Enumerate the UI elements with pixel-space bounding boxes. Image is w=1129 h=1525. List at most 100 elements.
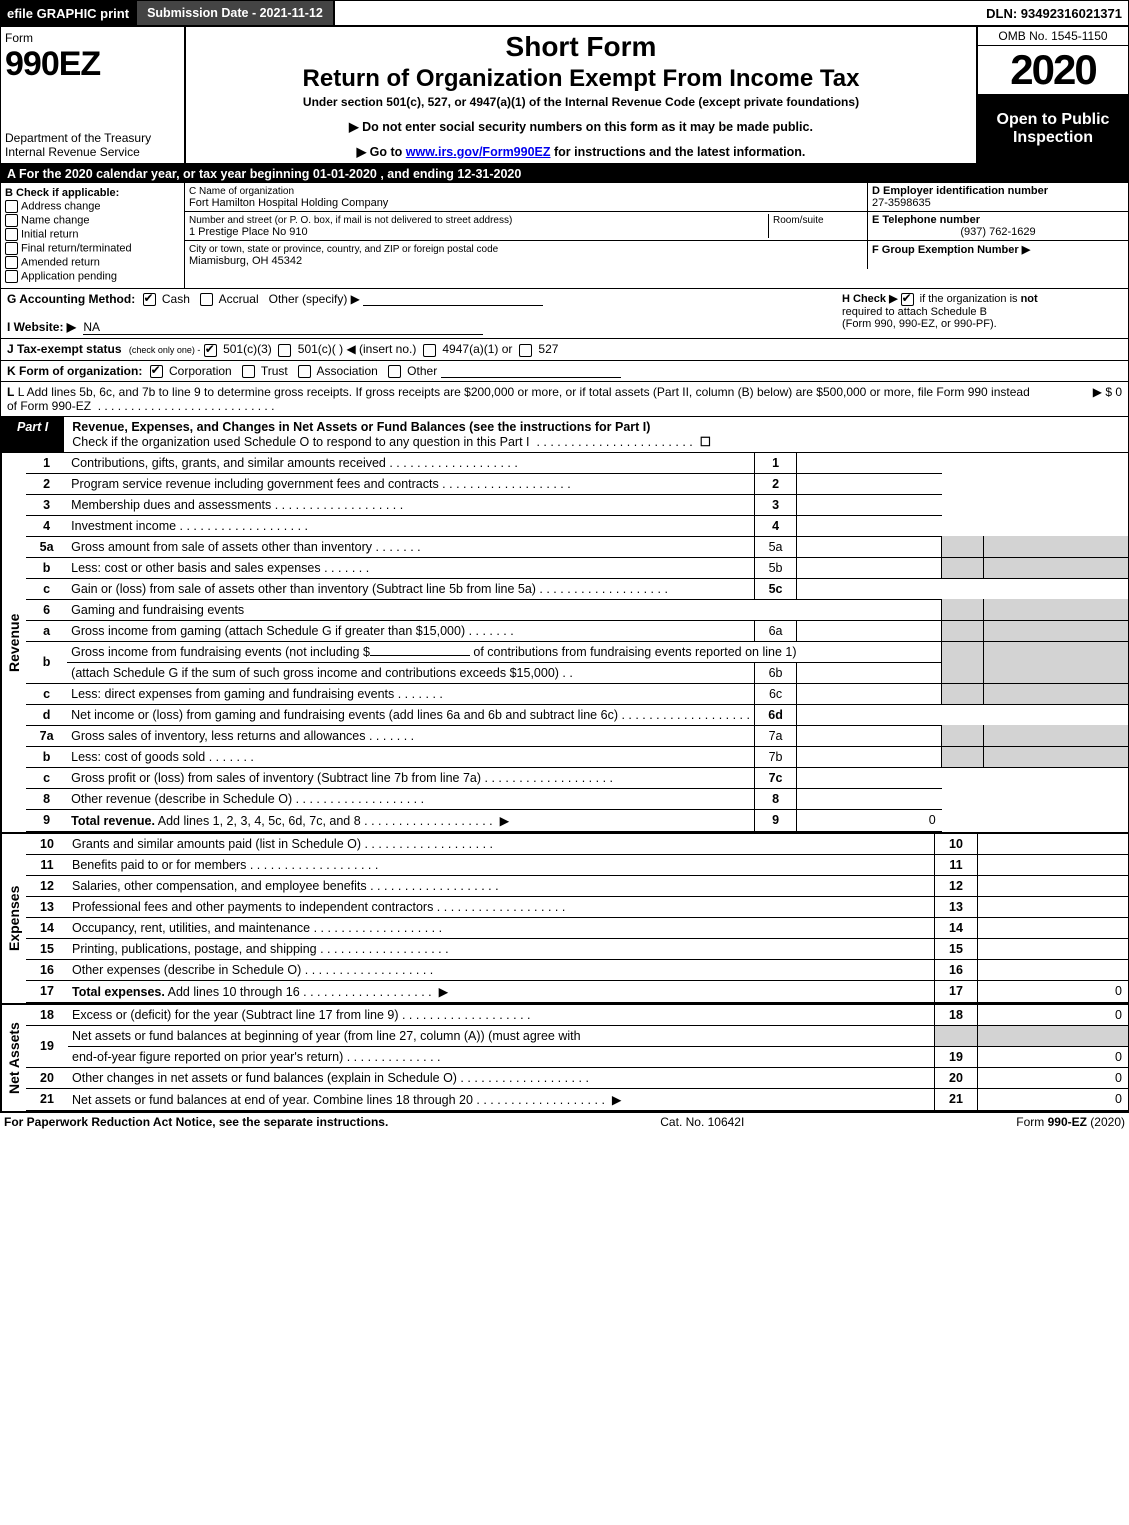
checkbox-icon[interactable] [5, 228, 18, 241]
form-line: 17 Total expenses. Add lines 10 through … [26, 980, 1128, 1002]
k-assoc-checkbox[interactable] [298, 365, 311, 378]
block-b-item[interactable]: Amended return [5, 256, 180, 269]
line-number: 7a [26, 725, 67, 746]
mini-value [797, 557, 942, 578]
row-l: L L Add lines 5b, 6c, and 7b to line 9 t… [0, 382, 1129, 417]
line-box: 9 [754, 809, 796, 831]
k-other-field[interactable] [441, 365, 621, 378]
k-corp: Corporation [169, 364, 232, 378]
checkbox-icon[interactable] [5, 256, 18, 269]
line-number: 3 [26, 494, 67, 515]
line-box-shade [942, 683, 984, 704]
form-line: 14 Occupancy, rent, utilities, and maint… [26, 917, 1128, 938]
city-label: City or town, state or province, country… [189, 244, 498, 255]
part1-check-line: Check if the organization used Schedule … [72, 435, 529, 449]
block-b-item[interactable]: Address change [5, 200, 180, 213]
submission-date: Submission Date - 2021-11-12 [135, 1, 335, 25]
block-b-item[interactable]: Final return/terminated [5, 242, 180, 255]
line-box: 14 [935, 917, 978, 938]
line-box-shade [942, 725, 984, 746]
website-value: NA [83, 320, 483, 335]
line-value [797, 578, 942, 599]
header-right: OMB No. 1545-1150 2020 Open to Public In… [978, 27, 1128, 163]
part1-checkbox[interactable]: ☐ [700, 435, 711, 449]
checkbox-icon[interactable] [5, 270, 18, 283]
line-desc: Professional fees and other payments to … [68, 896, 935, 917]
line-desc: Less: cost or other basis and sales expe… [67, 557, 754, 578]
j-501c3-checkbox[interactable] [204, 344, 217, 357]
line-number: 12 [26, 875, 68, 896]
line-desc: Gross sales of inventory, less returns a… [67, 725, 754, 746]
line-desc: Less: direct expenses from gaming and fu… [67, 683, 754, 704]
k-trust-checkbox[interactable] [242, 365, 255, 378]
line-value [797, 704, 942, 725]
k-other: Other [407, 364, 437, 378]
k-corp-checkbox[interactable] [150, 365, 163, 378]
line-desc: end-of-year figure reported on prior yea… [68, 1046, 935, 1067]
g-label: G Accounting Method: [7, 292, 135, 306]
department-label: Department of the Treasury Internal Reve… [5, 131, 180, 159]
line-box: 16 [935, 959, 978, 980]
j-4947-checkbox[interactable] [423, 344, 436, 357]
block-def: D Employer identification number 27-3598… [867, 183, 1128, 269]
checkbox-label: Initial return [21, 228, 78, 240]
phone-value: (937) 762-1629 [872, 226, 1124, 238]
line-desc: Net assets or fund balances at end of ye… [68, 1088, 935, 1110]
block-b-checkboxes: B Check if applicable: Address changeNam… [1, 183, 185, 288]
form-line: c Gross profit or (loss) from sales of i… [26, 767, 1128, 788]
under-section: Under section 501(c), 527, or 4947(a)(1)… [194, 95, 968, 109]
line-box-shade [942, 557, 984, 578]
form-line: 9 Total revenue. Add lines 1, 2, 3, 4, 5… [26, 809, 1128, 831]
block-b-item[interactable]: Application pending [5, 270, 180, 283]
line-number: b [26, 557, 67, 578]
block-b-item[interactable]: Name change [5, 214, 180, 227]
accrual-checkbox[interactable] [200, 293, 213, 306]
form-line: 18 Excess or (deficit) for the year (Sub… [26, 1005, 1128, 1026]
group-exemption-label: F Group Exemption Number ▶ [872, 244, 1030, 256]
h-line3: (Form 990, 990-EZ, or 990-PF). [842, 318, 997, 330]
k-other-checkbox[interactable] [388, 365, 401, 378]
line-desc: Net income or (loss) from gaming and fun… [67, 704, 754, 725]
checkbox-icon[interactable] [5, 214, 18, 227]
omb-number: OMB No. 1545-1150 [978, 27, 1128, 46]
form-line: 13 Professional fees and other payments … [26, 896, 1128, 917]
netassets-side-label: Net Assets [1, 1005, 26, 1111]
checkbox-icon[interactable] [5, 242, 18, 255]
j-527-checkbox[interactable] [519, 344, 532, 357]
block-b-item[interactable]: Initial return [5, 228, 180, 241]
other-label: Other (specify) ▶ [269, 292, 360, 306]
line-desc: Investment income . . . . . . . . . . . … [67, 515, 754, 536]
top-bar: efile GRAPHIC print Submission Date - 20… [0, 0, 1129, 27]
line-number: 9 [26, 809, 67, 831]
j-4947: 4947(a)(1) or [442, 342, 512, 356]
line-number: d [26, 704, 67, 725]
other-specify-field[interactable] [363, 293, 543, 306]
line-number: a [26, 620, 67, 641]
checkbox-label: Amended return [21, 256, 100, 268]
short-form-title: Short Form [194, 31, 968, 63]
efile-print-label[interactable]: efile GRAPHIC print [1, 1, 135, 25]
h-text: if the organization is [920, 293, 1018, 305]
mini-value [797, 620, 942, 641]
identity-block: B Check if applicable: Address changeNam… [0, 183, 1129, 289]
form-line: d Net income or (loss) from gaming and f… [26, 704, 1128, 725]
line-desc: Gross income from gaming (attach Schedul… [67, 620, 754, 641]
block-b-title: B Check if applicable: [5, 187, 180, 199]
line-value [978, 938, 1129, 959]
mini-box: 5a [754, 536, 796, 557]
j-501c-checkbox[interactable] [278, 344, 291, 357]
line-box: 7c [754, 767, 796, 788]
cash-checkbox[interactable] [143, 293, 156, 306]
line-desc: Gross amount from sale of assets other t… [67, 536, 754, 557]
h-checkbox[interactable] [901, 293, 914, 306]
checkbox-label: Application pending [21, 270, 117, 282]
line-box: 12 [935, 875, 978, 896]
checkbox-icon[interactable] [5, 200, 18, 213]
form-line: c Gain or (loss) from sale of assets oth… [26, 578, 1128, 599]
irs-link[interactable]: www.irs.gov/Form990EZ [406, 145, 551, 159]
line-number: 4 [26, 515, 67, 536]
row-k: K Form of organization: Corporation Trus… [0, 361, 1129, 382]
footer-right: Form 990-EZ (2020) [1016, 1115, 1125, 1129]
line-desc: Net assets or fund balances at beginning… [68, 1025, 935, 1046]
line-number: 15 [26, 938, 68, 959]
